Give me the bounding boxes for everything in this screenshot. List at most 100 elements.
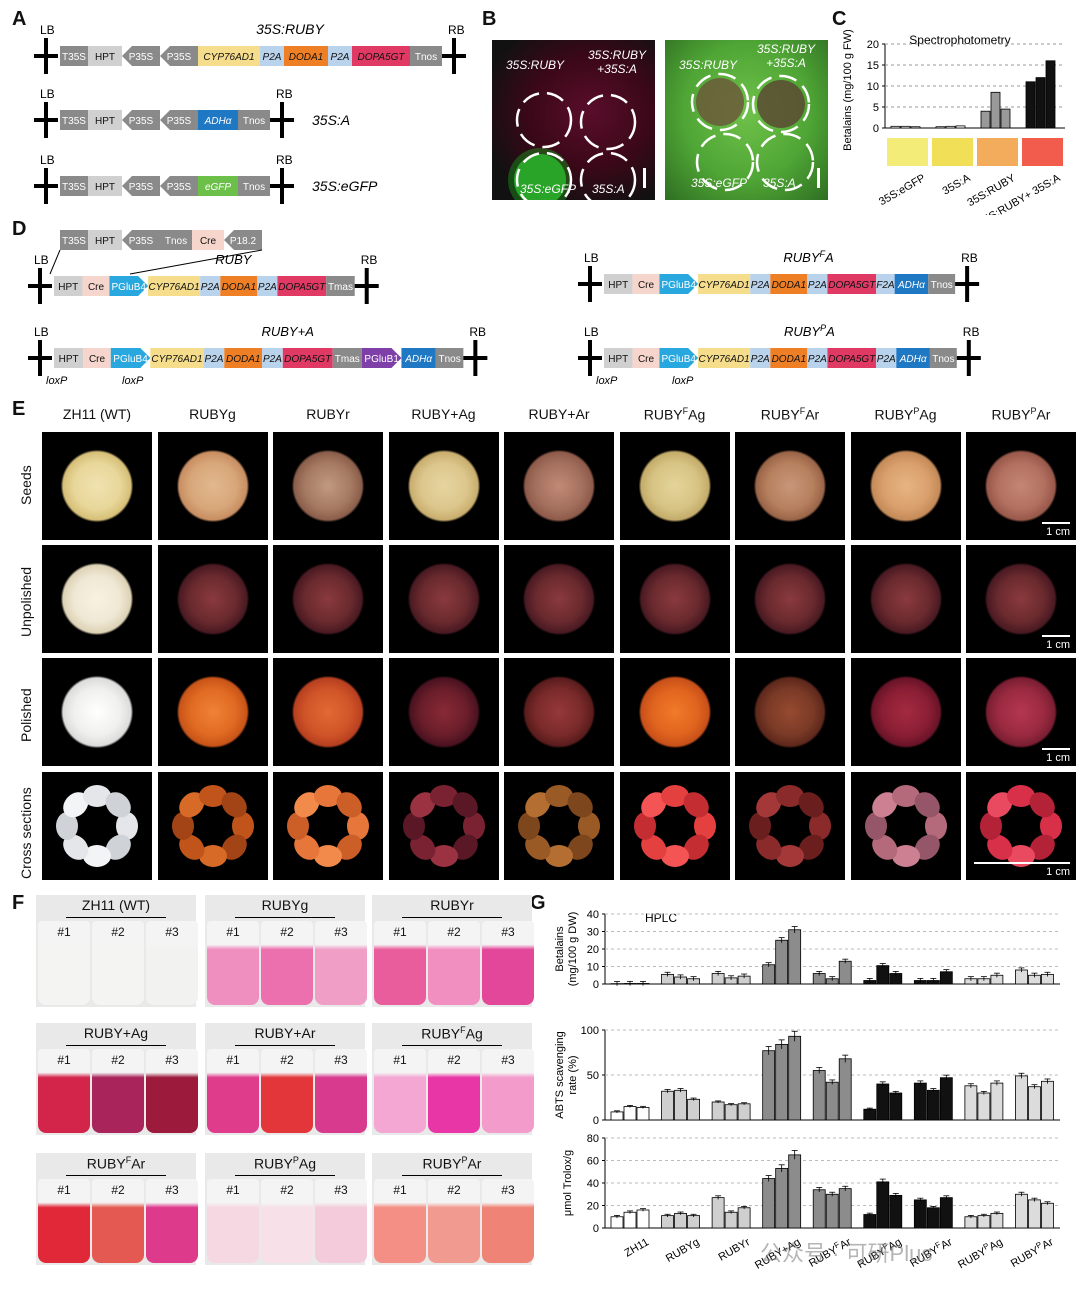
insert-line (129, 249, 263, 275)
scale-bar-line (974, 862, 1070, 864)
bar (762, 1178, 776, 1229)
vial-group-underline (66, 1045, 166, 1046)
gene-element (284, 46, 328, 66)
column-header-main: RUBYg (189, 406, 236, 422)
gene-element (750, 348, 771, 368)
gene-element (88, 230, 122, 250)
extract-vial (261, 921, 313, 1005)
gene-element (150, 348, 204, 368)
leaf-photo-red-overlay (508, 91, 646, 200)
y-axis-label: Betalains (mg/100 g FW) (842, 30, 854, 151)
gene-label: PGluB4 (112, 282, 147, 293)
panel-a-construct-maps: 35S:RUBY LB T35S HPT P35S P35S CYP76AD1 P2A DODA… (34, 21, 466, 204)
bar (838, 1188, 852, 1229)
gene-label: P35S (129, 236, 154, 247)
rb-border-cross (270, 118, 294, 122)
loxp-label: loxP (46, 375, 68, 387)
lb-border-cross (578, 282, 602, 286)
vial-group-title-sup: P (461, 1155, 468, 1165)
row-header: Seeds (18, 465, 34, 505)
grain-photo (157, 772, 268, 880)
vial-label: #3 (501, 925, 515, 939)
gene-label: PGluB4 (662, 354, 697, 365)
bar (661, 1215, 674, 1229)
grain-photo (735, 432, 845, 540)
gene-label: PGluB4 (662, 280, 697, 291)
column-header-sup: F (682, 406, 689, 416)
loxp-label: loxP (596, 375, 618, 387)
gene-label: DODA1 (289, 52, 323, 63)
rb-border-label: RB (961, 251, 978, 265)
leaf-photo-green: 35S:RUBY 35S:RUBY +35S:A 35S:eGFP 35S:A (665, 40, 828, 200)
panel-letter-g: G (530, 892, 546, 914)
gene-element (929, 348, 957, 368)
promoter-arrow (361, 348, 402, 368)
promoter-arrow (160, 110, 198, 130)
promoter-arrow (122, 176, 160, 196)
bar (812, 1189, 826, 1229)
y-tick-label: 20 (587, 944, 599, 956)
vial-group-title: RUBYr (372, 897, 532, 913)
gene-element (750, 274, 771, 294)
vial-group-title-main: RUBY (421, 1025, 461, 1042)
bar (913, 1199, 927, 1229)
bar (926, 1207, 940, 1229)
promoter-arrow (109, 276, 149, 296)
label-35s-ruby-a-line2: +35S:A (597, 62, 637, 76)
scale-bar-label: 1 cm (1046, 752, 1070, 764)
extract-vial (428, 1049, 480, 1133)
vial-group-title-main: RUBY+Ar (254, 1025, 316, 1041)
vial-group-title: RUBYg (205, 897, 365, 913)
x-tick-label-tail: Ag (987, 1236, 1005, 1253)
gene-label: P2A (263, 354, 282, 365)
vial-group-title-tail: Ag (465, 1025, 483, 1042)
grain-cross-section (452, 834, 478, 860)
grain-photo (850, 432, 961, 540)
y-axis-label-line2: (mg/100 g DW) (567, 912, 579, 987)
extract-vial (261, 1179, 313, 1263)
column-header-main: RUBY (874, 406, 914, 423)
bar (737, 1103, 751, 1121)
panel-letter-f: F (12, 892, 25, 914)
grain-photo (619, 545, 730, 653)
bar (889, 1194, 903, 1229)
bar (876, 965, 890, 985)
extract-tube (887, 138, 928, 166)
cross-section-ring (980, 785, 1062, 867)
vial-group-title: RUBYFAr (36, 1155, 196, 1172)
extract-tube (932, 138, 973, 166)
x-tick-label-sup: F (934, 1240, 943, 1250)
gene-element (604, 348, 633, 368)
extract-vial (38, 1049, 90, 1133)
vial-label: #2 (280, 1183, 294, 1197)
scale-bar-label: 1 cm (1046, 866, 1070, 878)
grain-cross-section (452, 792, 478, 818)
grain-cross-section (987, 792, 1013, 818)
gene-label: HPT (95, 116, 115, 127)
vial-label: #1 (57, 925, 71, 939)
grain-cross-section (660, 785, 689, 807)
vial-group-title-main: RUBY (253, 1155, 293, 1172)
gene-label: P2A (751, 280, 770, 291)
gene-label: CYP76AD1 (699, 354, 750, 365)
grain-cross-section (462, 812, 485, 840)
bar (863, 1214, 877, 1229)
cross-section-ring (287, 785, 369, 867)
gene-element (82, 276, 110, 296)
gene-label: Cre (638, 354, 655, 365)
gene-label: DOPA5GT (357, 52, 405, 63)
gene-element (60, 46, 88, 66)
vial-label: #2 (447, 925, 461, 939)
x-tick-label: RUBYg (664, 1236, 702, 1265)
bar (762, 1050, 776, 1121)
label-35s-ruby: 35S:RUBY (506, 58, 565, 72)
panel-f-extract-vials: ZH11 (WT) #1 #2 #3 RUBYg #1 #2 #3 RUBYr #1 #2 #3 RUB… (0, 895, 540, 1290)
rb-border-label: RB (276, 87, 293, 101)
x-tick-label: RUBYPAg (955, 1234, 1005, 1271)
vial-group: RUBYPAg #1 #2 #3 (205, 1153, 367, 1265)
bar (1015, 1075, 1028, 1121)
y-tick-label: 40 (587, 1178, 599, 1190)
label-35s-ruby-a-line1: 35S:RUBY (587, 48, 647, 62)
gene-label: HPT (59, 354, 79, 365)
